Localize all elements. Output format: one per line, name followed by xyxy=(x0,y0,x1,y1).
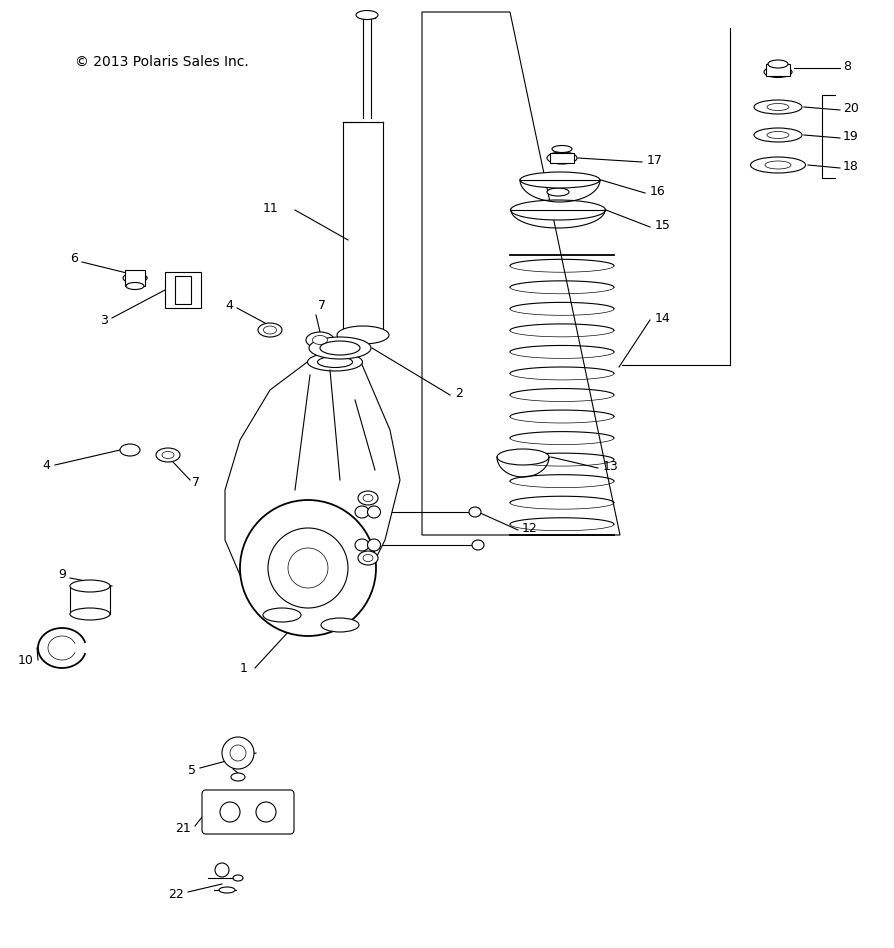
Text: 19: 19 xyxy=(843,130,859,142)
Ellipse shape xyxy=(306,332,334,348)
Ellipse shape xyxy=(70,580,110,592)
Bar xyxy=(175,276,191,304)
Text: 6: 6 xyxy=(70,251,78,264)
Ellipse shape xyxy=(120,444,140,456)
Ellipse shape xyxy=(162,451,174,459)
Text: 11: 11 xyxy=(262,202,278,214)
Circle shape xyxy=(288,548,328,588)
Ellipse shape xyxy=(547,188,569,196)
Ellipse shape xyxy=(754,100,802,114)
Ellipse shape xyxy=(767,132,789,138)
Ellipse shape xyxy=(317,356,352,368)
Bar xyxy=(766,64,790,76)
FancyBboxPatch shape xyxy=(202,790,294,834)
Text: 7: 7 xyxy=(336,606,344,618)
Ellipse shape xyxy=(156,448,180,462)
Ellipse shape xyxy=(764,66,792,78)
Text: 3: 3 xyxy=(100,314,108,326)
Text: © 2013 Polaris Sales Inc.: © 2013 Polaris Sales Inc. xyxy=(75,55,249,69)
Ellipse shape xyxy=(552,145,572,153)
Ellipse shape xyxy=(320,341,360,355)
Text: 1: 1 xyxy=(240,662,248,674)
Ellipse shape xyxy=(363,495,373,501)
Text: 4: 4 xyxy=(225,299,233,312)
Ellipse shape xyxy=(547,152,577,164)
Ellipse shape xyxy=(313,336,327,344)
Ellipse shape xyxy=(472,540,484,550)
Text: 16: 16 xyxy=(650,185,666,197)
Text: 15: 15 xyxy=(655,218,670,231)
Ellipse shape xyxy=(126,283,144,289)
Polygon shape xyxy=(225,360,400,620)
Bar xyxy=(550,153,574,163)
Text: 7: 7 xyxy=(192,476,200,488)
Ellipse shape xyxy=(355,506,369,518)
Text: 8: 8 xyxy=(843,60,851,72)
FancyBboxPatch shape xyxy=(165,272,201,308)
Circle shape xyxy=(240,500,376,636)
Text: 13: 13 xyxy=(603,460,619,472)
Text: 18: 18 xyxy=(843,159,859,173)
Ellipse shape xyxy=(767,103,789,111)
Ellipse shape xyxy=(768,60,788,68)
Circle shape xyxy=(268,528,348,608)
Text: 21: 21 xyxy=(175,822,191,834)
Text: 7: 7 xyxy=(318,299,326,312)
Text: 10: 10 xyxy=(18,653,34,666)
Ellipse shape xyxy=(367,506,381,518)
Ellipse shape xyxy=(469,507,481,517)
Ellipse shape xyxy=(367,539,381,551)
Text: 17: 17 xyxy=(647,154,662,167)
Text: 5: 5 xyxy=(188,763,196,776)
Ellipse shape xyxy=(356,10,378,20)
Circle shape xyxy=(230,745,246,761)
Ellipse shape xyxy=(321,618,359,632)
Text: 9: 9 xyxy=(58,568,66,580)
Ellipse shape xyxy=(497,449,549,465)
Circle shape xyxy=(256,802,276,822)
Ellipse shape xyxy=(754,128,802,142)
Ellipse shape xyxy=(750,157,805,173)
Text: 12: 12 xyxy=(522,521,538,535)
Ellipse shape xyxy=(308,353,362,371)
Bar xyxy=(125,270,145,286)
Text: 22: 22 xyxy=(168,887,184,901)
Ellipse shape xyxy=(123,273,147,283)
Text: 20: 20 xyxy=(843,101,859,115)
Ellipse shape xyxy=(231,773,245,781)
Polygon shape xyxy=(422,12,620,535)
Ellipse shape xyxy=(520,172,600,188)
Ellipse shape xyxy=(551,155,569,161)
Ellipse shape xyxy=(264,326,276,334)
Text: 2: 2 xyxy=(455,387,463,399)
Ellipse shape xyxy=(258,323,282,337)
Ellipse shape xyxy=(358,491,378,505)
Ellipse shape xyxy=(358,551,378,565)
Ellipse shape xyxy=(309,337,371,359)
Ellipse shape xyxy=(233,875,243,881)
Text: 14: 14 xyxy=(655,312,670,324)
Ellipse shape xyxy=(363,555,373,561)
Ellipse shape xyxy=(70,608,110,620)
Ellipse shape xyxy=(219,887,235,893)
Ellipse shape xyxy=(337,326,389,344)
Circle shape xyxy=(222,737,254,769)
Ellipse shape xyxy=(765,161,791,169)
Ellipse shape xyxy=(263,608,301,622)
Ellipse shape xyxy=(510,200,605,220)
Circle shape xyxy=(220,802,240,822)
Ellipse shape xyxy=(355,539,369,551)
Circle shape xyxy=(215,863,229,877)
Text: 4: 4 xyxy=(42,459,50,471)
